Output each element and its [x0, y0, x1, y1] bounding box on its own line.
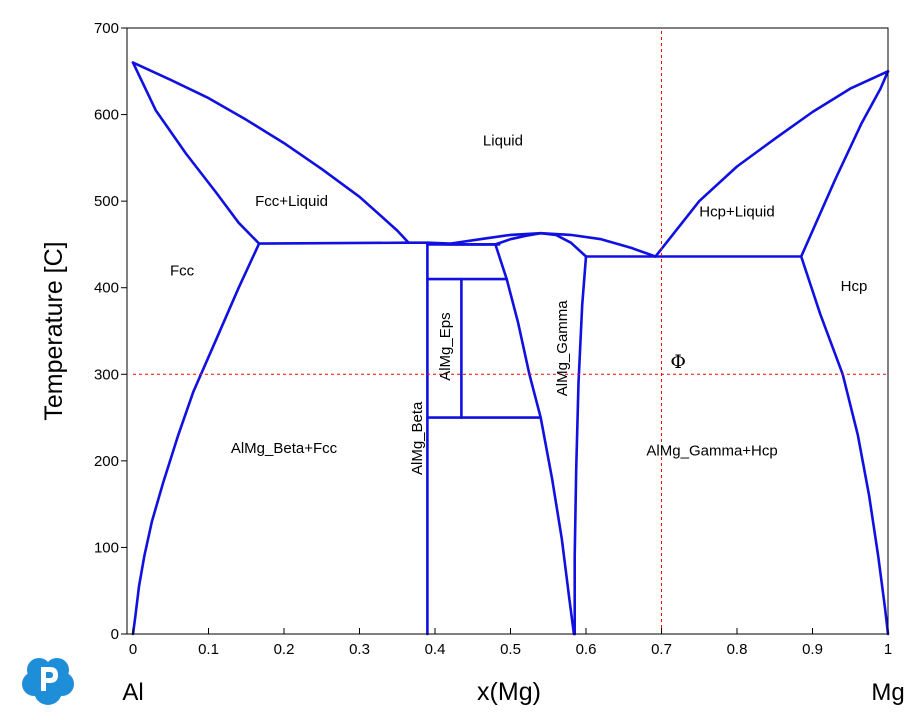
y-tick-label: 600 — [94, 107, 119, 124]
region-label: AlMg_Gamma+Hcp — [646, 442, 777, 459]
region-label: AlMg_Beta — [409, 401, 426, 475]
logo-icon — [20, 651, 76, 707]
x-right-endpoint-label: Mg — [871, 679, 904, 706]
x-tick-label: 1 — [884, 641, 892, 658]
phase-boundary-hcp-solvus — [799, 255, 890, 636]
region-label: AlMg_Beta+Fcc — [231, 440, 338, 457]
phase-boundary-fcc-solidus — [131, 61, 261, 245]
x-tick-label: 0.2 — [274, 641, 295, 658]
phase-boundary-gamma-left-solvus — [494, 243, 576, 636]
phase-boundary-hcp-liquidus — [654, 70, 890, 258]
x-tick-label: 0.5 — [500, 641, 521, 658]
plot-frame — [126, 27, 889, 635]
phase-boundary-gamma-right-solvus — [573, 255, 588, 636]
region-label: Fcc+Liquid — [255, 193, 328, 210]
x-tick-label: 0.4 — [425, 641, 446, 658]
y-tick-label: 0 — [111, 626, 119, 643]
y-tick-label: 400 — [94, 280, 119, 297]
phase-boundary-gamma-left-upper — [494, 231, 588, 258]
x-tick-label: 0.7 — [651, 641, 672, 658]
region-label: Fcc — [170, 262, 195, 279]
phase-boundary-eutectic-beta-fcc — [257, 241, 410, 245]
y-tick-label: 100 — [94, 539, 119, 556]
y-tick-label: 200 — [94, 453, 119, 470]
y-tick-label: 700 — [94, 20, 119, 37]
phi-marker-label: Φ — [670, 351, 686, 373]
x-tick-label: 0.9 — [802, 641, 823, 658]
region-label: AlMg_Eps — [437, 312, 454, 380]
x-tick-label: 0.8 — [727, 641, 748, 658]
y-tick-label: 300 — [94, 366, 119, 383]
region-label: Liquid — [483, 133, 523, 150]
phase-boundary-fcc-solvus — [131, 242, 261, 636]
x-tick-label: 0.1 — [198, 641, 219, 658]
x-left-endpoint-label: Al — [122, 679, 143, 706]
x-tick-label: 0.6 — [576, 641, 597, 658]
x-axis-title: x(Mg) — [477, 678, 541, 706]
x-tick-label: 0 — [129, 641, 137, 658]
region-label: AlMg_Gamma — [554, 300, 571, 397]
region-label: Hcp+Liquid — [699, 204, 774, 221]
phase-boundary-hcp-solidus — [799, 70, 890, 258]
y-tick-label: 500 — [94, 193, 119, 210]
phase-boundary-fcc-liquidus — [131, 61, 410, 244]
x-tick-label: 0.3 — [349, 641, 370, 658]
y-axis-title: Temperature [C] — [40, 241, 68, 420]
region-label: Hcp — [841, 278, 868, 295]
